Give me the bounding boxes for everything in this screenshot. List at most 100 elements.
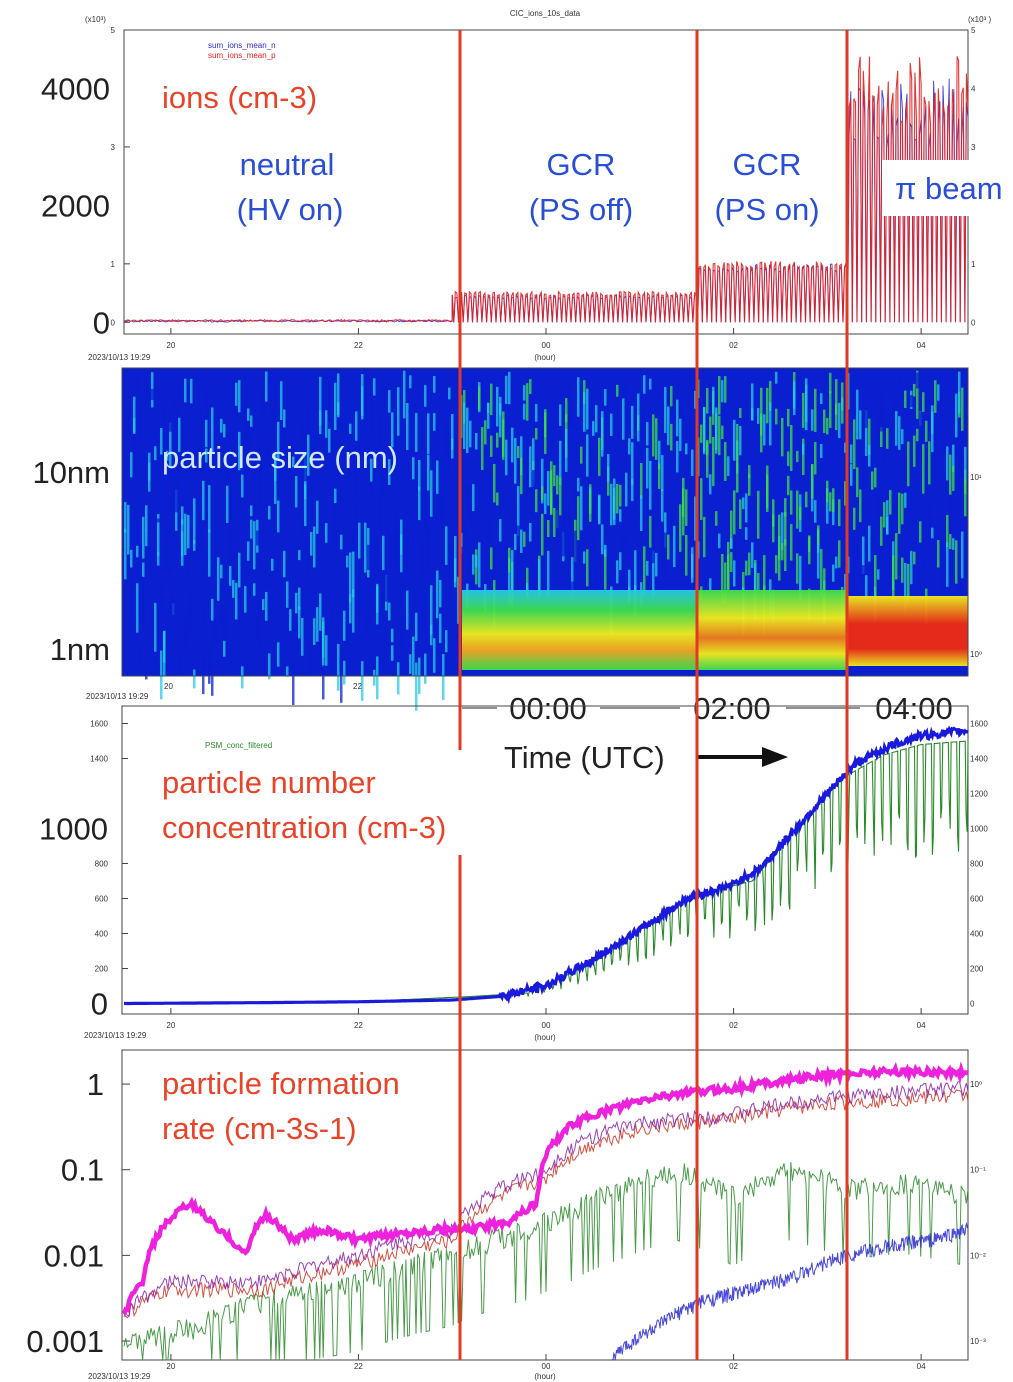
heatmap-cell <box>214 464 217 477</box>
ions-plot-frame <box>123 29 969 335</box>
heatmap-cell <box>178 513 181 527</box>
heatmap-cell <box>133 438 136 454</box>
heatmap-cell <box>568 507 571 548</box>
heatmap-cell <box>382 535 385 571</box>
heatmap-cell <box>907 441 910 487</box>
heatmap-cell <box>277 642 280 667</box>
heatmap-cell <box>862 452 865 487</box>
heatmap-cell <box>193 539 196 551</box>
heatmap-cell <box>940 566 943 601</box>
rate-y-right-tick: 10⁻² <box>970 1251 986 1260</box>
heatmap-cell <box>463 402 466 449</box>
heatmap-cell <box>772 499 775 543</box>
heatmap-cell <box>382 383 385 399</box>
heatmap-cell <box>340 534 343 550</box>
heatmap-cell <box>145 530 148 547</box>
heatmap-cell <box>421 546 424 580</box>
conc-y-right-tick: 800 <box>970 860 984 869</box>
heatmap-cell <box>520 436 523 476</box>
heatmap-cell <box>160 650 163 700</box>
heatmap-cell <box>403 403 406 443</box>
heatmap-cell <box>943 558 946 588</box>
heatmap-cell <box>622 536 625 570</box>
ions-y-big-label: 4000 <box>41 71 110 106</box>
heatmap-cell <box>730 552 733 573</box>
heatmap-cell <box>271 408 274 428</box>
rate-series-line <box>121 1061 970 1315</box>
heatmap-cell <box>313 572 316 598</box>
heatmap-cell <box>535 403 538 422</box>
heatmap-cell <box>775 408 778 425</box>
heatmap-cell <box>556 475 559 495</box>
heatmap-cell <box>880 391 883 432</box>
heatmap-cell <box>850 444 853 464</box>
heatmap-cell <box>229 520 232 565</box>
heatmap-cell <box>211 665 214 696</box>
ions-y-small-tick: 3 <box>111 143 116 152</box>
heatmap-cell <box>541 458 544 504</box>
heatmap-cell <box>361 661 364 701</box>
heatmap-cell <box>766 465 769 509</box>
heatmap-cell <box>691 449 694 476</box>
heatmap-cell <box>871 471 874 490</box>
heatmap-cell <box>514 506 517 551</box>
heatmap-cell <box>223 640 226 657</box>
heatmap-cell <box>505 531 508 571</box>
heatmap-cell <box>400 519 403 555</box>
heatmap-cell <box>964 446 967 484</box>
heatmap-cell <box>814 500 817 523</box>
heatmap-cell <box>547 520 550 538</box>
heatmap-cell <box>142 562 145 577</box>
heatmap-cell <box>628 438 631 455</box>
heatmap-cell <box>622 385 625 398</box>
rate-y-ticks: 1 0.1 0.01 0.001 10⁰ 10⁻¹ 10⁻² 10⁻³ <box>26 1067 986 1359</box>
heatmap-cell <box>466 407 469 454</box>
heatmap-cell <box>517 446 520 459</box>
heatmap-cell <box>745 493 748 523</box>
heatmap-cell <box>130 452 133 478</box>
ions-y-small-tick: 5 <box>111 26 116 35</box>
heatmap-cell <box>823 409 826 433</box>
heatmap-cell <box>433 413 436 431</box>
gcr-ps-on-detail: (PS on) <box>714 192 819 227</box>
heatmap-cell <box>499 396 502 438</box>
heatmap-cell <box>259 466 262 506</box>
heatmap-cell <box>925 420 928 442</box>
heatmap-cell <box>481 543 484 568</box>
conc-y-right-tick: 0 <box>970 1000 975 1009</box>
heatmap-cell <box>217 370 220 393</box>
heatmap-cell <box>937 539 940 568</box>
heatmap-cell <box>277 500 280 533</box>
heatmap-cell <box>874 467 877 488</box>
heatmap-cell <box>844 442 847 453</box>
ions-x-axis-label: (hour) <box>534 353 556 362</box>
heatmap-cell <box>883 410 886 444</box>
rate-series-line <box>123 1088 969 1318</box>
heatmap-cell <box>757 408 760 424</box>
heatmap-cell <box>418 486 421 521</box>
heatmap-cell <box>457 522 460 559</box>
heatmap-cell <box>187 606 190 637</box>
heatmap-cell <box>541 486 544 501</box>
heatmap-cell <box>481 427 484 470</box>
heatmap-cell <box>253 458 256 482</box>
heatmap-cell <box>904 492 907 508</box>
heatmap-cell <box>427 454 430 491</box>
heatmap-cell <box>724 562 727 603</box>
heatmap-cell <box>196 451 199 480</box>
heatmap-cell <box>604 388 607 406</box>
heatmap-cell <box>187 548 190 573</box>
heatmap-cell <box>715 407 718 454</box>
heatmap-cell <box>304 483 307 527</box>
heatmap-cell <box>268 432 271 463</box>
heatmap-cell <box>340 555 343 580</box>
heatmap-cell <box>136 545 139 558</box>
heatmap-cell <box>709 578 712 591</box>
heatmap-cell <box>589 490 592 522</box>
heatmap-cell <box>205 390 208 411</box>
conc-x-tick-label: 22 <box>354 1021 363 1030</box>
heatmap-cell <box>448 387 451 400</box>
heatmap-cell <box>286 666 289 677</box>
heatmap-cell <box>307 410 310 432</box>
heatmap-cell <box>643 375 646 394</box>
